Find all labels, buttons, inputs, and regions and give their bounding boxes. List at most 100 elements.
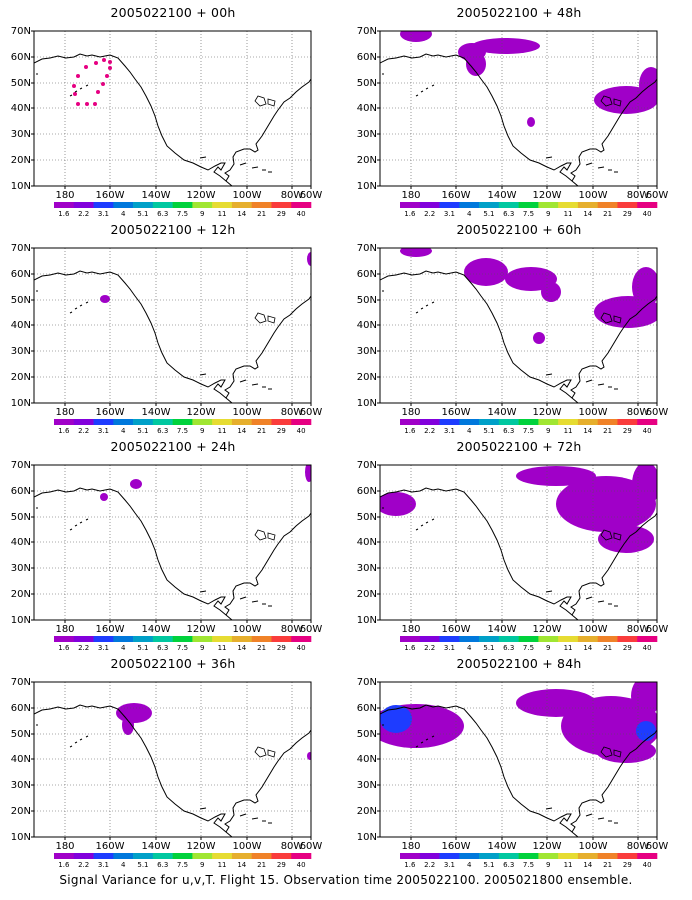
lat-tick-label: 30N	[357, 563, 377, 574]
colorbar-label: 3.1	[98, 427, 109, 434]
variance-region	[400, 31, 432, 42]
colorbar-label: 11	[218, 861, 227, 868]
coastline	[34, 53, 311, 186]
lat-tick-label: 50N	[357, 78, 377, 89]
colorbar-label: 40	[643, 427, 652, 434]
colorbar-label: 21	[603, 861, 612, 868]
panel-title: 2005022100 + 72h	[456, 439, 582, 454]
lat-tick-label: 40N	[11, 537, 31, 548]
colorbar-swatch	[439, 853, 460, 859]
lat-tick-label: 30N	[11, 346, 31, 357]
colorbar-swatch	[113, 853, 134, 859]
lat-lon-grid	[380, 248, 657, 403]
lat-tick-label: 40N	[357, 754, 377, 765]
colorbar-swatch	[192, 636, 213, 642]
colorbar-swatch	[192, 853, 213, 859]
lat-tick-label: 30N	[11, 563, 31, 574]
lat-tick-label: 60N	[11, 703, 31, 714]
lon-tick-label: 140W	[142, 624, 171, 635]
lon-tick-label: 100W	[233, 190, 262, 201]
lon-tick-label: 120W	[187, 190, 216, 201]
variance-region	[596, 739, 656, 763]
lon-tick-label: 60W	[646, 624, 669, 635]
lat-tick-label: 40N	[11, 320, 31, 331]
colorbar-label: 9	[546, 210, 550, 217]
lat-tick-label: 70N	[357, 460, 377, 471]
colorbar-label: 3.1	[444, 644, 455, 651]
colorbar-label: 14	[583, 427, 592, 434]
colorbar-swatch	[419, 636, 440, 642]
map-background	[34, 248, 311, 403]
lat-tick-label: 70N	[357, 243, 377, 254]
colorbar-swatch	[291, 636, 312, 642]
colorbar-label: 7.5	[523, 861, 534, 868]
colorbar-label: 6.3	[503, 210, 514, 217]
colorbar-label: 2.2	[424, 210, 435, 217]
colorbar-label: 14	[583, 861, 592, 868]
variance-region	[305, 465, 311, 482]
lat-tick-label: 30N	[11, 780, 31, 791]
colorbar-swatch	[231, 202, 252, 208]
lat-tick-label: 70N	[11, 460, 31, 471]
lat-tick-label: 50N	[11, 512, 31, 523]
lat-tick-label: 40N	[11, 754, 31, 765]
colorbar-swatch	[291, 202, 312, 208]
figure-caption: Signal Variance for u,v,T. Flight 15. Ob…	[59, 873, 633, 887]
colorbar-swatch	[498, 636, 519, 642]
colorbar-label: 2.2	[78, 861, 89, 868]
colorbar-swatch	[113, 202, 134, 208]
colorbar-swatch	[558, 419, 579, 425]
colorbar-label: 5.1	[137, 210, 148, 217]
lon-tick-label: 160W	[96, 624, 125, 635]
colorbar-label: 21	[603, 427, 612, 434]
colorbar-swatch	[577, 636, 598, 642]
map-panel-48h: 2005022100 + 48h 180 160W 140W 120W 100W 80W 6…	[346, 0, 692, 217]
colorbar-swatch	[617, 636, 638, 642]
variance-point	[94, 61, 98, 65]
colorbar-label: 29	[623, 644, 632, 651]
colorbar-swatch	[637, 419, 658, 425]
colorbar-label: 2.2	[78, 427, 89, 434]
colorbar-label: 5.1	[483, 861, 494, 868]
colorbar-swatch	[73, 853, 94, 859]
colorbar-label: 1.6	[58, 644, 70, 651]
colorbar-swatch	[400, 202, 421, 208]
variance-region	[380, 705, 412, 733]
colorbar-label: 6.3	[157, 427, 168, 434]
lon-tick-label: 160W	[442, 841, 471, 852]
colorbar-label: 21	[257, 861, 266, 868]
lon-tick-label: 80W	[281, 407, 304, 418]
lat-tick-label: 20N	[11, 806, 31, 817]
lat-tick-label: 50N	[11, 295, 31, 306]
colorbar-label: 1.6	[58, 210, 70, 217]
colorbar-label: 6.3	[503, 644, 514, 651]
colorbar-label: 4	[121, 644, 126, 651]
colorbar-swatch	[479, 202, 500, 208]
colorbar-swatch	[231, 853, 252, 859]
colorbar-swatch	[597, 636, 618, 642]
colorbar-label: 14	[237, 210, 246, 217]
colorbar-label: 21	[603, 644, 612, 651]
colorbar-swatch	[251, 419, 272, 425]
lon-tick-label: 100W	[579, 841, 608, 852]
lat-tick-label: 20N	[357, 372, 377, 383]
colorbar-swatch	[558, 853, 579, 859]
lon-tick-label: 60W	[300, 190, 323, 201]
colorbar-label: 14	[237, 427, 246, 434]
lon-tick-label: 120W	[533, 624, 562, 635]
coastline	[380, 487, 657, 620]
colorbar-swatch	[498, 853, 519, 859]
colorbar-swatch	[212, 202, 233, 208]
lat-lon-grid	[34, 465, 311, 620]
lat-tick-label: 30N	[357, 129, 377, 140]
lon-tick-label: 100W	[233, 841, 262, 852]
variance-region	[100, 493, 108, 501]
lat-tick-label: 10N	[11, 398, 31, 409]
lat-tick-label: 30N	[357, 346, 377, 357]
lat-tick-label: 20N	[357, 589, 377, 600]
colorbar-label: 7.5	[177, 427, 188, 434]
lat-tick-label: 70N	[357, 26, 377, 37]
colorbar-swatch	[133, 202, 154, 208]
